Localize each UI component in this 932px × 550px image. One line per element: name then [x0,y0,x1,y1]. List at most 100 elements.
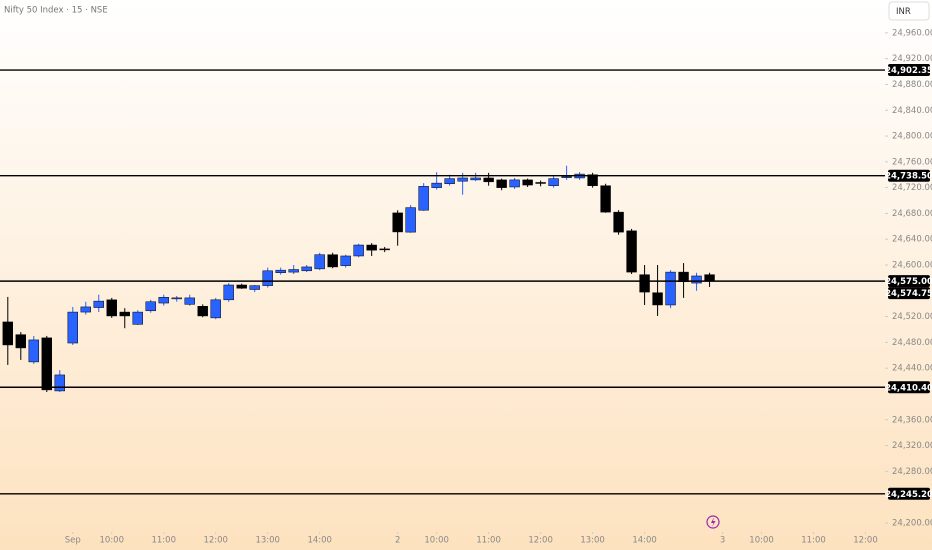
candle-body [522,179,533,186]
candle-body [15,334,26,349]
candle-body [587,174,598,186]
y-tick-label: 24,280.00 [892,467,932,477]
x-tick-label: 12:00 [203,536,228,546]
currency-label[interactable]: INR [896,7,911,17]
x-tick-label: Sep [65,536,81,546]
y-tick-label: 24,840.00 [892,106,932,116]
x-tick-label: 10:00 [100,536,125,546]
candle-body [366,244,377,251]
candle-body [93,300,104,308]
candle-body [301,266,312,272]
level-label: 24,738.50 [885,172,932,182]
x-tick-label: 14:00 [632,536,657,546]
chart-title: Nifty 50 Index · 15 · NSE [4,6,108,16]
candle-body [67,311,78,344]
candle-body [340,255,351,266]
candle-body [496,179,507,188]
x-tick-label: 13:00 [580,536,605,546]
level-label-box [888,275,930,288]
candle-body [41,337,52,391]
level-label: 24,902.35 [885,66,932,76]
candle-body [314,254,325,270]
candle-body [704,274,715,282]
level-label: 24,245.20 [885,490,932,500]
y-tick-label: 24,440.00 [892,364,932,374]
candle-body [145,301,156,312]
candle-body [171,297,182,300]
x-tick-label: 11:00 [151,536,176,546]
candle-body [639,274,650,293]
currency-button[interactable] [888,1,930,21]
y-tick-label: 24,320.00 [892,441,932,451]
x-tick-label: 10:00 [424,536,449,546]
candle-body [379,248,390,251]
candle-body [210,299,221,319]
candle-body [275,269,286,273]
last-price-label: 24,574.75 [885,289,932,299]
y-tick-label: 24,520.00 [892,312,932,322]
candle-body [665,271,676,306]
candle-body [80,306,91,313]
y-tick-label: 24,760.00 [892,157,932,167]
candle-body [28,339,39,363]
y-tick-label: 24,920.00 [892,54,932,64]
level-label-box [888,487,930,500]
level-label-box [888,381,930,394]
candle-body [2,321,13,346]
candle-body [600,185,611,213]
y-tick-label: 24,880.00 [892,80,932,90]
y-tick-label: 24,680.00 [892,209,932,219]
y-tick-label: 24,960.00 [892,28,932,38]
candle-body [106,299,117,317]
candle-body [262,270,273,286]
x-tick-label: 10:00 [749,536,774,546]
candle-body [197,306,208,317]
candle-body [444,178,455,185]
candle-body [119,311,130,317]
candle-body [548,178,559,186]
y-tick-label: 24,480.00 [892,338,932,348]
candle-body [483,177,494,183]
candle-body [561,176,572,178]
y-tick-label: 24,800.00 [892,132,932,142]
candle-body [626,230,637,273]
x-tick-label: 13:00 [255,536,280,546]
candle-body [54,374,65,392]
level-label-box [888,169,930,182]
candle-body [236,284,247,289]
candle-body [223,284,234,301]
last-price-label-box [888,287,930,300]
y-tick-label: 24,360.00 [892,415,932,425]
candle-body [327,254,338,268]
y-tick-label: 24,720.00 [892,183,932,193]
x-tick-label: 12:00 [853,536,878,546]
candle-body [535,182,546,184]
candle-body [470,177,481,181]
x-tick-label: 3 [720,536,725,546]
candle-body [457,177,468,182]
candle-body [249,285,260,290]
x-tick-label: 14:00 [307,536,332,546]
candle-body [405,207,416,233]
candle-body [288,269,299,273]
level-label: 24,575.00 [885,277,932,287]
level-label: 24,410.40 [885,383,932,393]
y-tick-label: 24,600.00 [892,261,932,271]
candle-body [652,292,663,306]
alert-icon[interactable] [706,515,720,529]
candle-body [613,211,624,233]
candle-body [691,275,702,284]
x-tick-label: 2 [395,536,400,546]
x-tick-label: 12:00 [528,536,553,546]
candle-body [132,311,143,325]
candle-body [353,244,364,257]
candle-body [678,271,689,283]
candle-body [431,182,442,188]
y-tick-label: 24,200.00 [892,518,932,528]
candle-body [158,296,169,304]
y-tick-label: 24,640.00 [892,235,932,245]
level-label-box [888,64,930,77]
